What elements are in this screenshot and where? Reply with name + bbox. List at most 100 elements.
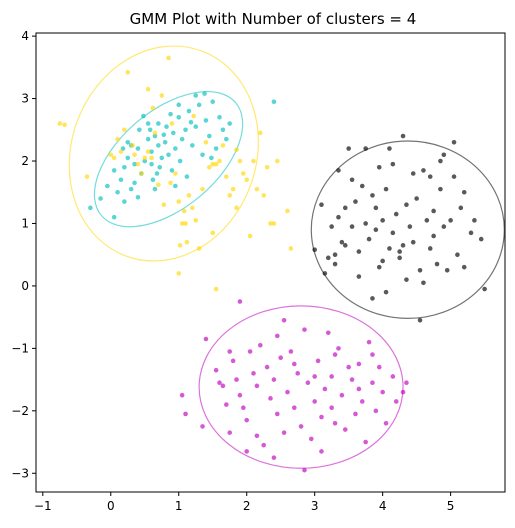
cluster-3-point xyxy=(312,374,317,379)
cluster-3-point xyxy=(241,405,246,410)
cluster-3-point xyxy=(278,355,283,361)
y-tick-label: −3 xyxy=(11,466,29,480)
cluster-1-point xyxy=(271,221,277,226)
cluster-3-point xyxy=(332,421,338,426)
cluster-3-point xyxy=(363,439,368,445)
cluster-3-point xyxy=(251,371,256,376)
cluster-1-point xyxy=(159,93,165,98)
cluster-2-point xyxy=(363,221,368,226)
cluster-1-point xyxy=(241,171,246,176)
cluster-2-point xyxy=(410,239,416,245)
cluster-1-point xyxy=(57,121,63,126)
cluster-3-point xyxy=(400,389,406,395)
cluster-0-point xyxy=(111,214,117,220)
cluster-0-point xyxy=(115,189,120,195)
cluster-0-point xyxy=(154,171,160,176)
cluster-2-point xyxy=(336,168,341,173)
cluster-3-point xyxy=(295,371,300,376)
cluster-3-point xyxy=(237,299,243,304)
cluster-2-point xyxy=(373,205,379,211)
cluster-1-point xyxy=(166,55,171,61)
cluster-3-point xyxy=(349,377,355,382)
cluster-2-point xyxy=(427,246,433,251)
cluster-2-point xyxy=(370,193,375,198)
cluster-1-ellipse xyxy=(68,45,259,262)
cluster-3-point xyxy=(356,361,362,367)
cluster-0-point xyxy=(209,155,214,161)
cluster-0-point xyxy=(183,127,188,133)
cluster-0-point xyxy=(88,205,93,211)
cluster-1-point xyxy=(191,113,196,119)
cluster-3-point xyxy=(380,389,385,395)
cluster-1-point xyxy=(200,186,205,192)
y-tick-label: −2 xyxy=(11,404,29,418)
cluster-1-point xyxy=(213,286,219,292)
cluster-3-point xyxy=(203,336,209,342)
axes-frame xyxy=(35,32,506,493)
cluster-3-point xyxy=(346,364,351,370)
cluster-3-point xyxy=(308,436,314,442)
cluster-0-point xyxy=(190,143,195,148)
y-tick-label: 0 xyxy=(21,279,29,293)
cluster-2-point xyxy=(427,174,433,179)
cluster-0-point xyxy=(202,91,207,96)
cluster-2-point xyxy=(438,158,443,164)
cluster-1-point xyxy=(176,199,182,204)
cluster-3-point xyxy=(404,380,409,386)
cluster-3-point xyxy=(339,392,345,398)
cluster-2-point xyxy=(410,171,416,176)
cluster-2-point xyxy=(472,218,477,223)
cluster-2-point xyxy=(332,261,338,267)
cluster-1-point xyxy=(168,180,173,186)
cluster-2-point xyxy=(431,233,436,239)
cluster-0-point xyxy=(224,136,229,142)
cluster-3-point xyxy=(356,386,362,392)
cluster-1-point xyxy=(139,171,144,176)
cluster-3-point xyxy=(268,396,273,401)
cluster-1-point xyxy=(196,246,202,251)
cluster-1-point xyxy=(258,130,263,136)
cluster-2-point xyxy=(404,277,409,282)
cluster-2-point xyxy=(349,224,355,229)
cluster-3-point xyxy=(179,392,185,398)
cluster-0-point xyxy=(186,108,192,114)
cluster-2-point xyxy=(329,224,334,229)
cluster-1-point xyxy=(132,152,137,158)
cluster-1-point xyxy=(203,139,209,145)
x-tick-label: 3 xyxy=(311,499,319,513)
cluster-1-point xyxy=(150,105,156,111)
cluster-2-point xyxy=(404,202,409,208)
cluster-1-point xyxy=(234,147,239,153)
cluster-3-point xyxy=(281,317,287,323)
cluster-2-point xyxy=(363,146,368,151)
cluster-1-point xyxy=(210,161,216,167)
cluster-2-point xyxy=(342,243,348,248)
cluster-2-point xyxy=(380,218,385,223)
cluster-2-point xyxy=(339,239,345,245)
cluster-1-point xyxy=(125,70,131,75)
cluster-3-point xyxy=(315,358,321,364)
cluster-0-point xyxy=(168,111,173,117)
plot-area xyxy=(57,45,505,473)
cluster-2-point xyxy=(353,199,358,204)
cluster-2-point xyxy=(346,146,351,151)
cluster-2-point xyxy=(417,317,423,323)
y-axis-ticks: −3 −2 −1 0 1 2 3 4 xyxy=(11,29,36,480)
cluster-2-point xyxy=(390,161,396,167)
cluster-2-point xyxy=(356,249,362,254)
cluster-1-point xyxy=(149,155,154,161)
x-tick-label: 4 xyxy=(379,499,387,513)
cluster-0-point xyxy=(122,164,127,170)
cluster-3-point xyxy=(376,364,382,370)
cluster-3-point xyxy=(393,399,399,404)
cluster-1-point xyxy=(62,122,67,128)
cluster-0-point xyxy=(157,164,163,170)
chart-title: GMM Plot with Number of clusters = 4 xyxy=(130,10,417,28)
cluster-3-point xyxy=(271,377,277,382)
cluster-0-point xyxy=(122,199,127,204)
cluster-0-point xyxy=(150,177,156,183)
cluster-0-point xyxy=(156,143,161,148)
cluster-3-point xyxy=(227,349,233,354)
cluster-0-point xyxy=(152,186,158,192)
